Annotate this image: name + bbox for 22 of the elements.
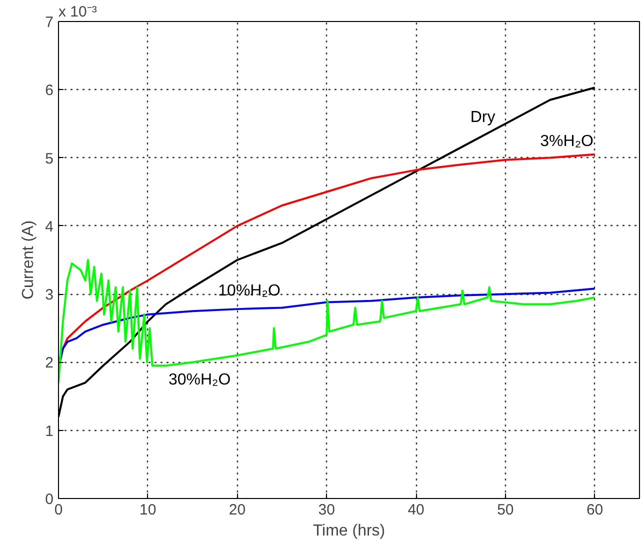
x-tick-label: 40 (408, 502, 424, 518)
x-tick-label: 30 (318, 502, 335, 518)
y-tick-label: 5 (45, 150, 54, 168)
series-label: 3%H₂O (540, 132, 594, 150)
y-tick-label: 0 (45, 491, 54, 508)
y-tick-label: 2 (45, 354, 54, 372)
y-tick-label: 7 (45, 14, 54, 31)
series-label: 10%H₂O (218, 282, 280, 300)
y-tick-label: 3 (45, 286, 54, 304)
x-tick-label: 20 (228, 502, 246, 518)
x-tick-label: 10 (140, 502, 156, 518)
y-axis-title: Current (A) (20, 220, 38, 300)
x-tick-label: 50 (497, 502, 514, 518)
x-axis-title: Time (hrs) (312, 522, 386, 540)
text: x 10⁻³ (58, 4, 97, 20)
y-tick-label: 4 (45, 218, 54, 236)
series-label: Dry (470, 109, 496, 126)
y-tick-label: 1 (45, 422, 54, 440)
x-tick-label: 60 (586, 502, 604, 518)
y-tick-label: 6 (45, 82, 54, 100)
line-series (58, 259, 596, 384)
series-label: 30%H₂O (168, 372, 231, 389)
